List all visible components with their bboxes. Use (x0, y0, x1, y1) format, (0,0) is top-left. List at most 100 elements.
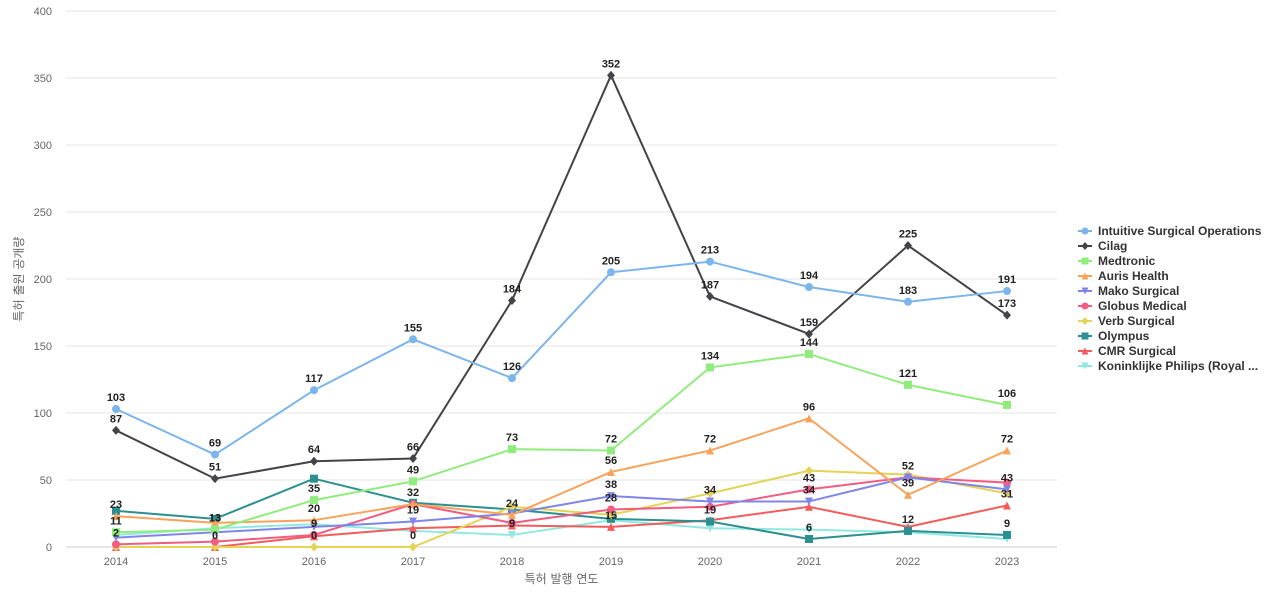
data-point-marker[interactable] (211, 518, 219, 527)
data-point-marker[interactable] (706, 517, 714, 526)
data-point-marker[interactable] (409, 477, 417, 486)
data-point-marker[interactable] (904, 490, 912, 499)
data-point-marker[interactable] (508, 295, 516, 305)
data-point-marker[interactable] (1003, 501, 1011, 510)
legend-marker (1081, 332, 1089, 340)
series-line[interactable] (115, 260, 1008, 456)
legend-item[interactable]: CMR Surgical (1078, 344, 1176, 358)
data-point-marker[interactable] (805, 502, 813, 511)
data-point-marker[interactable] (805, 525, 813, 534)
data-point-marker[interactable] (706, 291, 714, 301)
data-point-marker[interactable] (805, 534, 813, 543)
data-point-marker[interactable] (310, 522, 318, 531)
series-line[interactable] (115, 477, 1008, 540)
data-point-marker[interactable] (211, 525, 219, 534)
data-point-marker[interactable] (310, 542, 318, 552)
data-point-marker[interactable] (409, 542, 417, 552)
data-point-marker[interactable] (508, 510, 516, 519)
legend-item[interactable]: Auris Health (1078, 269, 1169, 283)
data-point-marker[interactable] (211, 450, 219, 459)
data-point-marker[interactable] (805, 414, 813, 423)
data-point-marker[interactable] (1003, 485, 1011, 494)
data-point-marker[interactable] (1003, 400, 1011, 409)
data-point-marker[interactable] (1003, 310, 1011, 320)
data-point-marker[interactable] (112, 540, 120, 549)
data-point-marker[interactable] (409, 524, 417, 533)
data-point-marker[interactable] (508, 374, 516, 383)
data-point-marker[interactable] (211, 474, 219, 484)
data-point-marker[interactable] (706, 502, 714, 511)
data-point-marker[interactable] (112, 512, 120, 521)
data-point-marker[interactable] (706, 257, 714, 266)
legend-item[interactable]: Intuitive Surgical Operations (1078, 224, 1262, 238)
data-point-marker[interactable] (409, 454, 417, 464)
data-point-marker[interactable] (1003, 478, 1011, 487)
data-point-marker[interactable] (904, 380, 912, 389)
data-point-marker[interactable] (607, 467, 615, 476)
series-line[interactable] (116, 504, 1008, 548)
data-point-marker[interactable] (805, 466, 813, 476)
data-point-marker[interactable] (1003, 446, 1011, 455)
data-point-marker[interactable] (904, 526, 912, 535)
legend-item[interactable]: Koninklijke Philips (Royal ... (1078, 359, 1258, 373)
data-point-marker[interactable] (706, 446, 714, 455)
legend[interactable]: Intuitive Surgical OperationsCilagMedtro… (1078, 224, 1262, 373)
series-line[interactable] (115, 353, 1008, 534)
data-point-marker[interactable] (904, 297, 912, 306)
series-line[interactable] (115, 417, 1008, 524)
series-line[interactable] (115, 74, 1008, 480)
data-point-marker[interactable] (805, 350, 813, 359)
data-label: 24 (506, 498, 519, 510)
data-point-marker[interactable] (607, 492, 615, 501)
series-line[interactable] (115, 519, 1008, 540)
series-line[interactable] (116, 469, 1008, 548)
data-point-marker[interactable] (211, 514, 219, 523)
data-point-marker[interactable] (508, 518, 516, 527)
legend-item[interactable]: Verb Surgical (1078, 314, 1175, 328)
data-point-marker[interactable] (805, 485, 813, 494)
data-point-marker[interactable] (310, 456, 318, 466)
legend-item[interactable]: Cilag (1078, 239, 1127, 253)
data-point-marker[interactable] (904, 473, 912, 482)
data-point-marker[interactable] (409, 517, 417, 526)
data-point-marker[interactable] (310, 516, 318, 525)
data-point-marker[interactable] (1003, 530, 1011, 539)
data-point-marker[interactable] (1003, 488, 1011, 498)
data-point-marker[interactable] (409, 500, 417, 509)
data-label: 69 (209, 438, 221, 450)
data-point-marker[interactable] (706, 363, 714, 372)
data-point-marker[interactable] (508, 445, 516, 454)
data-point-marker[interactable] (805, 329, 813, 339)
data-point-marker[interactable] (1003, 287, 1011, 296)
data-point-marker[interactable] (805, 497, 813, 506)
data-point-marker[interactable] (607, 70, 615, 80)
data-point-marker[interactable] (607, 446, 615, 455)
data-point-marker[interactable] (310, 474, 318, 483)
legend-item[interactable]: Medtronic (1078, 254, 1156, 268)
data-point-marker[interactable] (310, 496, 318, 505)
series-line[interactable] (115, 476, 1008, 539)
data-point-marker[interactable] (310, 386, 318, 395)
data-point-marker[interactable] (607, 522, 615, 531)
legend-item[interactable]: Mako Surgical (1078, 284, 1179, 298)
data-point-marker[interactable] (211, 537, 219, 546)
data-point-marker[interactable] (310, 530, 318, 539)
data-point-marker[interactable] (706, 488, 714, 498)
data-point-marker[interactable] (706, 524, 714, 533)
data-point-marker[interactable] (112, 425, 120, 435)
legend-item[interactable]: Globus Medical (1078, 299, 1187, 313)
data-point-marker[interactable] (112, 506, 120, 515)
data-point-marker[interactable] (112, 404, 120, 413)
data-point-marker[interactable] (607, 505, 615, 514)
data-point-marker[interactable] (607, 268, 615, 277)
data-point-marker[interactable] (112, 528, 120, 537)
data-point-marker[interactable] (904, 241, 912, 250)
data-point-marker[interactable] (508, 530, 516, 539)
data-point-marker[interactable] (508, 502, 516, 512)
data-point-marker[interactable] (805, 283, 813, 292)
legend-item[interactable]: Olympus (1078, 329, 1150, 343)
data-point-marker[interactable] (706, 497, 714, 506)
data-point-marker[interactable] (409, 335, 417, 344)
series-line[interactable] (115, 476, 1008, 546)
